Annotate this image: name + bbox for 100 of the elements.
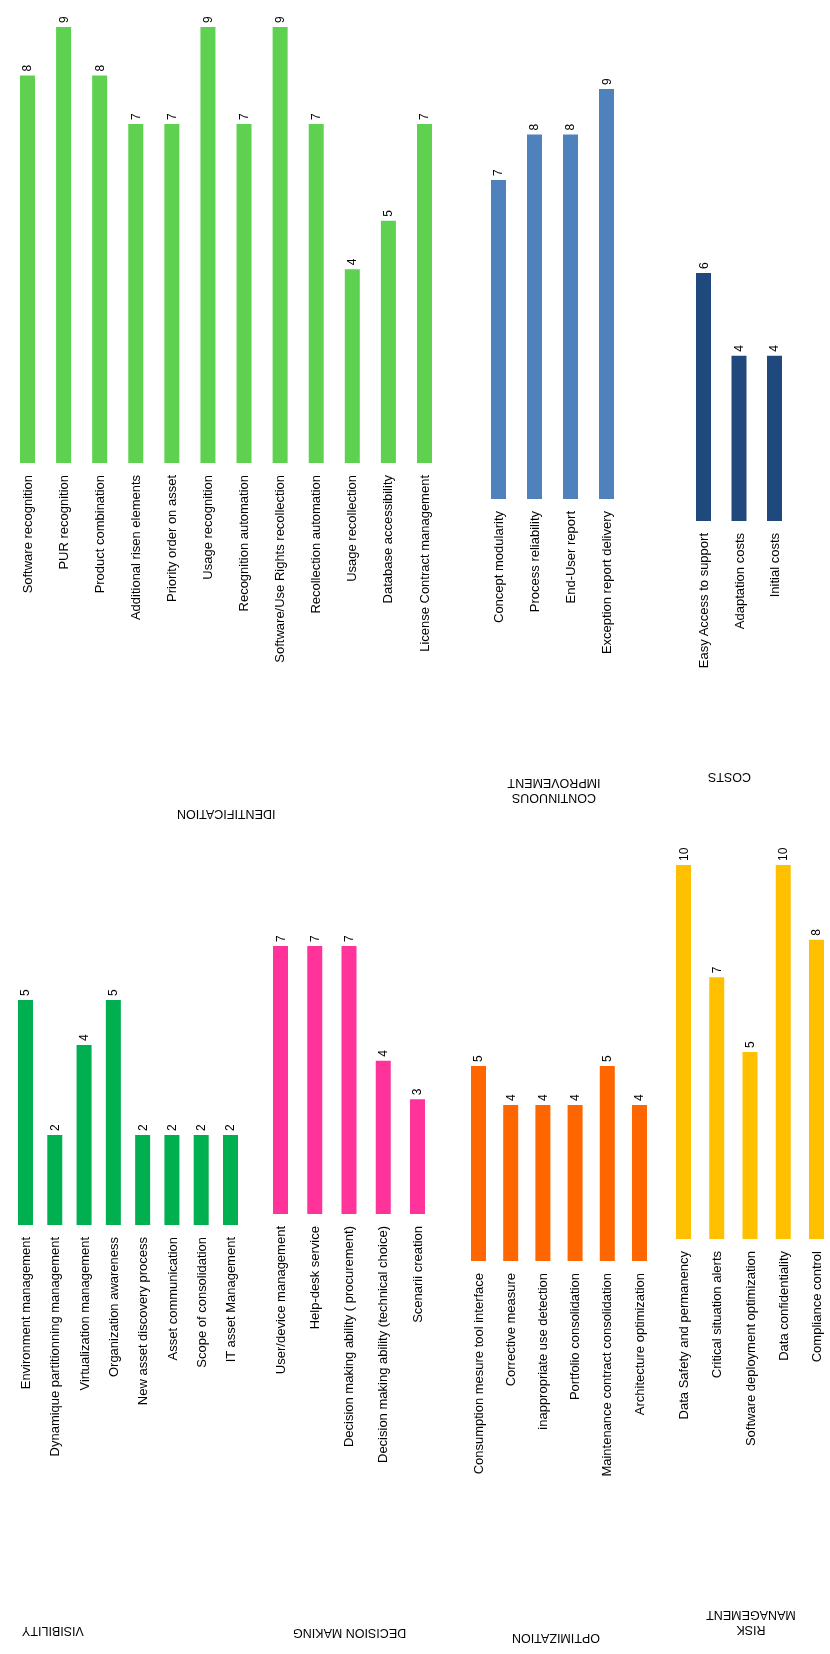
data-label: 2 (223, 1124, 238, 1131)
x-tick-label: inappropriate use detection (534, 1273, 550, 1430)
x-tick-label: Dynamique partitionning management (47, 1236, 63, 1457)
x-tick-label: Initial costs (767, 532, 783, 598)
data-label: 9 (200, 16, 215, 24)
x-tick-label: Scenarii creation (409, 1226, 425, 1323)
x-tick-label: Concept modularity (490, 510, 506, 623)
x-tick-label: Asset communication (164, 1237, 180, 1361)
text: IDENTIFICATION (176, 805, 276, 821)
data-label: 3 (410, 1088, 425, 1096)
data-label: 7 (164, 112, 179, 120)
data-label: 4 (345, 258, 360, 266)
data-label: 5 (471, 1055, 486, 1063)
data-label: 4 (732, 344, 747, 352)
x-tick-label: Critical situation alerts (709, 1250, 725, 1379)
text: RISK MANAGEMENT (705, 1607, 797, 1637)
x-tick-label: License Contract management (416, 474, 432, 652)
bar (344, 269, 360, 463)
data-label: 6 (696, 262, 711, 269)
x-tick-label: Corrective measure (502, 1273, 518, 1387)
text: COSTS (708, 768, 752, 784)
data-label: 10 (776, 847, 791, 861)
data-label: 7 (273, 935, 288, 942)
x-tick-label: IT asset Management (223, 1236, 239, 1363)
x-tick-label: User/device management (272, 1225, 288, 1375)
bar (56, 27, 72, 463)
x-tick-label: Software/Use Rights recollection (272, 475, 288, 663)
bar (809, 939, 825, 1239)
x-tick-label: Help-desk service (306, 1226, 322, 1330)
bar (709, 977, 725, 1239)
x-tick-label: Data confidentiality (776, 1250, 792, 1361)
data-label: 4 (376, 1049, 391, 1057)
x-tick-label: End-User report (562, 510, 578, 604)
x-tick-label: Organization awareness (106, 1236, 122, 1378)
x-tick-label: Environment management (18, 1236, 34, 1390)
bar (676, 865, 692, 1239)
data-label: 5 (600, 1055, 615, 1063)
data-label: 4 (567, 1094, 582, 1102)
data-label: 9 (56, 16, 71, 24)
data-label: 9 (273, 16, 288, 24)
x-tick-label: Maintenance contract consolidation (599, 1273, 615, 1477)
data-label: 7 (417, 112, 432, 120)
x-tick-label: Software recognition (19, 475, 35, 594)
data-label: 4 (767, 344, 782, 352)
text: VISIBILITY (22, 1622, 84, 1638)
x-tick-label: Data Safety and permanency (676, 1250, 692, 1420)
data-label: 2 (48, 1124, 63, 1131)
data-label: 4 (503, 1094, 518, 1102)
x-tick-label: Architecture optimization (631, 1273, 647, 1416)
x-tick-label: PUR recognition (55, 475, 71, 570)
data-label: 2 (165, 1124, 180, 1131)
x-tick-label: Compliance control (809, 1250, 825, 1363)
x-tick-label: Easy Access to support (696, 532, 712, 669)
bar (200, 27, 216, 463)
data-label: 4 (632, 1094, 647, 1102)
bar (380, 220, 396, 463)
text: OPTIMIZATION (512, 1629, 600, 1645)
x-tick-label: Database accessibility (380, 474, 396, 604)
data-label: 2 (135, 1124, 150, 1131)
data-label: 10 (676, 847, 691, 861)
x-tick-label: Adaptation costs (732, 532, 747, 630)
data-label: 4 (77, 1034, 92, 1041)
data-label: 8 (20, 64, 35, 72)
x-tick-label: Process reliability (526, 510, 542, 613)
x-tick-label: Product combination (91, 475, 107, 594)
x-tick-label: New asset discovery process (135, 1236, 151, 1406)
data-label: 7 (128, 112, 143, 120)
text: DECISION MAKING (293, 1624, 407, 1640)
bar (164, 123, 180, 463)
data-label: 7 (307, 935, 322, 942)
x-tick-label: Decision making ability ( procurement) (341, 1226, 356, 1448)
data-label: 7 (236, 112, 251, 120)
data-label: 8 (809, 928, 824, 936)
bar (236, 123, 252, 463)
x-tick-label: Software deployment optimization (743, 1251, 758, 1447)
bar (742, 1052, 758, 1239)
x-tick-label: Scope of consolidation (194, 1237, 210, 1368)
data-label: 7 (341, 935, 356, 942)
data-label: 7 (491, 169, 506, 177)
bar (19, 75, 35, 463)
x-tick-label: Exception report delivery (598, 510, 614, 655)
data-label: 5 (743, 1041, 758, 1048)
data-label: 7 (710, 966, 725, 974)
bar (308, 123, 324, 463)
data-label: 7 (309, 112, 324, 120)
data-label: 5 (381, 209, 396, 217)
data-label: 8 (92, 64, 107, 72)
x-tick-label: Recognition automation (236, 475, 252, 612)
data-label: 4 (535, 1094, 550, 1102)
data-label: 5 (18, 989, 33, 997)
x-tick-label: Portfolio consolidation (567, 1273, 583, 1401)
bar (128, 123, 144, 463)
x-tick-label: Priority order on asset (163, 474, 179, 603)
x-tick-label: Usage recognition (199, 475, 215, 580)
data-label: 8 (527, 123, 542, 131)
x-tick-label: Consumption mesure tool interface (470, 1273, 486, 1475)
bar (416, 123, 432, 463)
text: CONTINUOUS IMPROVEMENT (506, 775, 602, 805)
x-tick-label: Recollection automation (308, 475, 324, 614)
x-tick-label: Virtualization management (77, 1236, 93, 1391)
